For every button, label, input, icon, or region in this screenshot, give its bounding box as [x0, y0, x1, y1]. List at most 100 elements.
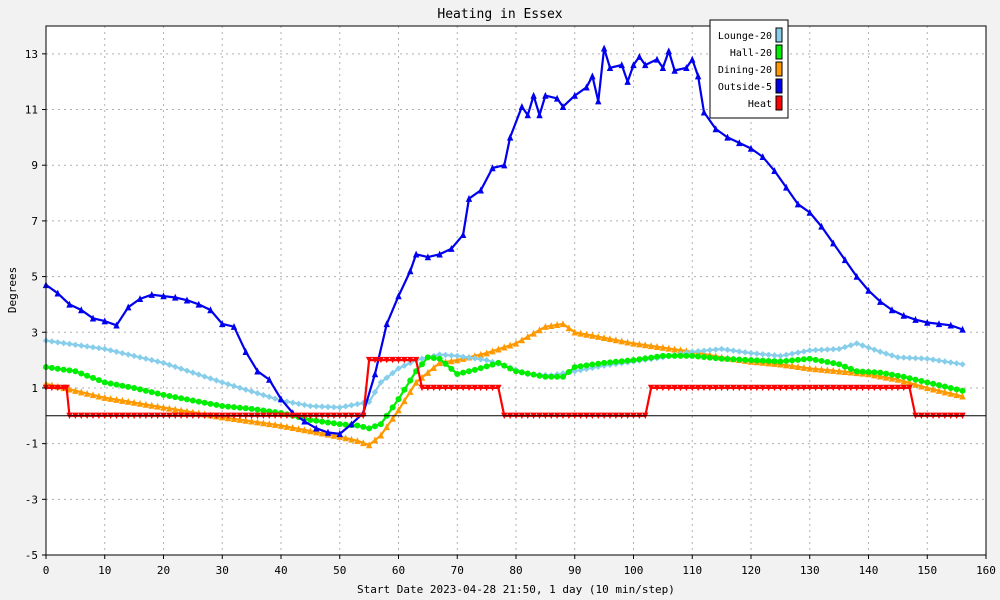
data-point — [95, 344, 103, 352]
data-point — [554, 373, 561, 380]
data-point — [354, 437, 361, 445]
data-point — [894, 354, 902, 361]
data-point — [830, 346, 837, 353]
data-point — [307, 427, 314, 435]
data-point — [812, 365, 819, 373]
data-point — [759, 384, 766, 392]
data-point — [166, 404, 173, 412]
data-point — [54, 384, 61, 392]
data-point — [78, 342, 85, 349]
data-point — [466, 368, 472, 375]
data-point — [724, 355, 731, 362]
data-point — [377, 421, 384, 428]
data-point — [524, 333, 531, 340]
data-point — [777, 358, 784, 365]
legend-swatch — [775, 44, 783, 60]
data-point — [959, 387, 966, 394]
data-point — [454, 352, 461, 360]
data-point — [430, 384, 437, 392]
data-point — [741, 349, 749, 356]
data-point — [365, 441, 373, 449]
data-point — [665, 384, 672, 392]
data-point — [189, 397, 196, 404]
data-point — [877, 384, 884, 392]
x-tick-label: 140 — [859, 564, 879, 577]
data-point — [583, 330, 590, 338]
data-point — [871, 369, 878, 376]
y-tick-label: -3 — [25, 493, 38, 506]
data-point — [571, 364, 578, 371]
data-point — [230, 382, 238, 390]
data-point — [301, 401, 308, 409]
data-point — [589, 331, 596, 339]
data-point — [583, 83, 590, 91]
data-point — [806, 347, 813, 354]
data-point — [501, 362, 508, 369]
data-point — [777, 384, 784, 392]
data-point — [753, 357, 760, 364]
data-point — [189, 369, 197, 376]
data-point — [506, 341, 514, 349]
data-point — [513, 368, 519, 375]
data-point — [812, 384, 819, 392]
data-point — [160, 359, 167, 367]
data-point — [712, 384, 719, 392]
data-point — [648, 354, 655, 361]
data-point — [665, 344, 672, 352]
data-point — [759, 357, 766, 364]
data-point — [924, 355, 931, 362]
data-point — [624, 338, 631, 346]
data-point — [742, 356, 749, 363]
data-point — [542, 322, 549, 330]
data-point — [888, 374, 896, 382]
data-point — [412, 378, 420, 386]
data-point — [671, 345, 678, 353]
x-tick-label: 130 — [800, 564, 820, 577]
data-point — [195, 398, 202, 405]
data-point — [748, 357, 754, 364]
data-point — [101, 393, 108, 401]
data-point — [230, 322, 238, 330]
data-point — [618, 337, 625, 345]
x-tick-label: 120 — [741, 564, 761, 577]
data-point — [659, 384, 667, 392]
x-tick-label: 50 — [333, 564, 346, 577]
data-point — [830, 239, 837, 247]
data-point — [612, 358, 619, 365]
data-point — [671, 384, 678, 392]
data-point — [624, 77, 631, 85]
data-point — [330, 403, 338, 411]
data-point — [882, 384, 890, 392]
data-point — [72, 341, 79, 348]
data-point — [436, 359, 443, 367]
data-point — [401, 397, 408, 405]
data-point — [442, 351, 449, 359]
data-point — [600, 334, 608, 342]
data-point — [689, 348, 696, 355]
data-point — [647, 384, 655, 392]
data-point — [947, 321, 954, 329]
data-point — [900, 373, 907, 380]
data-point — [882, 373, 890, 381]
data-point — [929, 385, 937, 393]
data-point — [48, 364, 55, 371]
data-point — [148, 401, 155, 409]
data-point — [565, 324, 573, 332]
x-tick-label: 70 — [451, 564, 464, 577]
data-point — [959, 325, 966, 333]
data-point — [553, 321, 561, 329]
legend-label: Hall-20 — [730, 48, 772, 59]
data-point — [254, 390, 261, 397]
data-point — [859, 384, 866, 392]
data-point — [877, 348, 884, 355]
data-point — [260, 419, 267, 427]
data-point — [806, 208, 813, 216]
data-point — [935, 357, 943, 364]
data-point — [824, 346, 831, 353]
data-point — [636, 52, 643, 60]
data-point — [759, 153, 766, 161]
data-point — [841, 343, 849, 351]
data-point — [741, 384, 749, 392]
